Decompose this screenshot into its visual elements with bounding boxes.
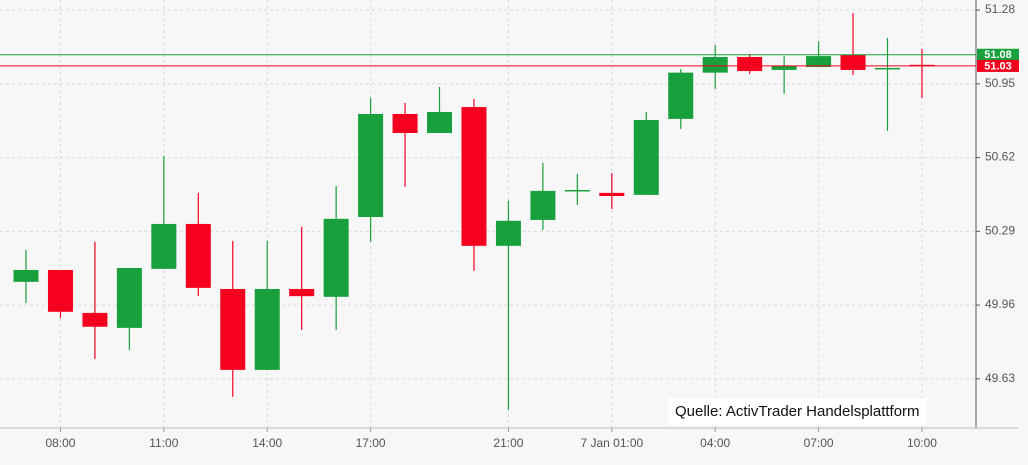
x-tick-label: 7 Jan 01:00: [580, 436, 643, 450]
candle-body: [289, 288, 315, 297]
candle-body: [702, 56, 728, 73]
x-tick-label: 21:00: [493, 436, 523, 450]
candle-body: [358, 113, 384, 218]
price-tag: [977, 59, 1019, 72]
x-tick-label: 08:00: [45, 436, 75, 450]
x-tick-label: 17:00: [356, 436, 386, 450]
y-tick-label: 51.28: [985, 2, 1015, 16]
x-tick-label: 10:00: [907, 436, 937, 450]
candle-body: [633, 120, 659, 195]
candle-body: [771, 65, 797, 70]
candle-body: [13, 269, 39, 282]
source-note: Quelle: ActivTrader Handelsplattform: [668, 398, 927, 425]
candle-body: [806, 56, 832, 68]
price-tag-label: 51.03: [984, 60, 1012, 72]
candle-body: [599, 192, 625, 197]
candle-body: [530, 190, 556, 220]
candle-body: [82, 312, 108, 327]
candle-body: [47, 269, 73, 312]
candle-body: [427, 111, 453, 133]
price-tag-label: 51.08: [984, 49, 1012, 61]
candle-body: [668, 72, 694, 119]
x-tick-label: 14:00: [252, 436, 282, 450]
candle-body: [116, 267, 142, 328]
candle-body: [392, 113, 418, 133]
x-tick-label: 11:00: [149, 436, 178, 450]
y-tick-label: 50.29: [985, 223, 1015, 237]
candle-body: [495, 220, 521, 246]
candle-body: [737, 56, 763, 72]
x-tick-label: 04:00: [700, 436, 730, 450]
y-tick-label: 49.96: [985, 297, 1015, 311]
y-tick-label: 49.63: [985, 371, 1015, 385]
candle-body: [323, 218, 349, 297]
candle-body: [151, 223, 177, 269]
candle-body: [564, 189, 590, 192]
candle-body: [220, 288, 246, 370]
candle-body: [185, 223, 211, 288]
candle-body: [875, 67, 900, 70]
candle-body: [461, 107, 487, 246]
candle-body: [840, 54, 866, 70]
y-tick-label: 50.62: [985, 150, 1015, 164]
y-tick-label: 50.95: [985, 76, 1015, 90]
price-tag: [977, 48, 1019, 61]
candle-body: [254, 288, 280, 370]
x-tick-label: 07:00: [804, 436, 834, 450]
